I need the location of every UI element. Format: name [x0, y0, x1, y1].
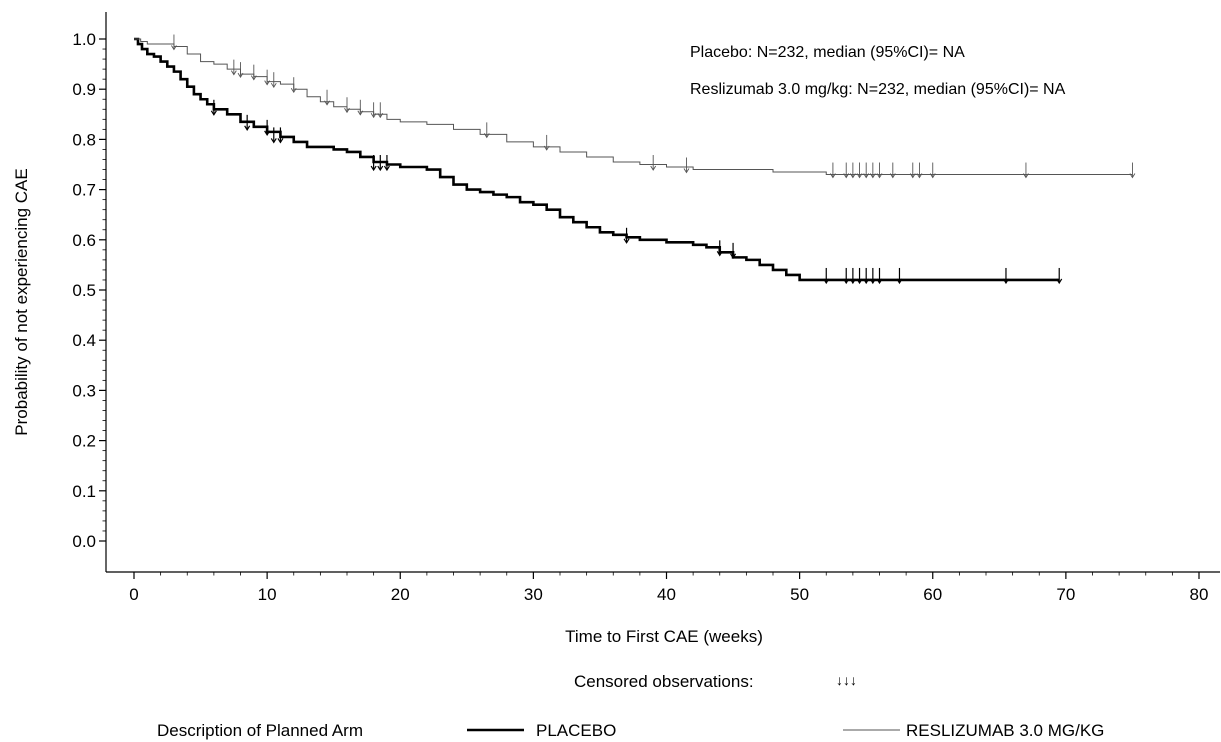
y-axis-title: Probability of not experiencing CAE [12, 168, 31, 435]
censor-mark-placebo [623, 227, 630, 244]
censor-mark-reslizumab-3-0-mg-kg [843, 162, 850, 179]
censor-mark-placebo [383, 155, 390, 172]
censor-mark-reslizumab-3-0-mg-kg [237, 62, 244, 78]
axis-ticks: 0.0 0.1 0.2 0.3 0.4 0.5 0.6 0.7 0.8 0.9 1.0 0 10 20 30… [72, 30, 1208, 604]
censor-mark-reslizumab-3-0-mg-kg [929, 162, 936, 179]
curve-placebo [134, 37, 1060, 282]
legend: Description of Planned Arm PLACEBO RESLI… [157, 721, 1104, 740]
x-tick-label: 0 [129, 585, 138, 604]
censor-mark-reslizumab-3-0-mg-kg [344, 97, 350, 114]
censor-mark-placebo [896, 267, 903, 285]
censor-mark-reslizumab-3-0-mg-kg [869, 162, 876, 179]
censor-mark-placebo [270, 127, 277, 144]
censor-mark-placebo [876, 267, 883, 285]
censor-mark-reslizumab-3-0-mg-kg [250, 64, 257, 81]
censor-mark-reslizumab-3-0-mg-kg [863, 162, 870, 179]
y-tick-label: 0.5 [72, 281, 96, 300]
censor-mark-placebo [244, 114, 251, 131]
x-tick-label: 80 [1190, 585, 1209, 604]
y-tick-label: 0.3 [72, 381, 96, 400]
x-tick-label: 50 [790, 585, 809, 604]
censor-mark-placebo [1056, 267, 1063, 285]
reslizumab-annotation: Reslizumab 3.0 mg/kg: N=232, median (95%… [690, 81, 1066, 98]
censor-mark-reslizumab-3-0-mg-kg [650, 155, 657, 171]
censor-mark-reslizumab-3-0-mg-kg [889, 162, 896, 179]
x-tick-label: 40 [657, 585, 676, 604]
y-tick-label: 1.0 [72, 30, 96, 49]
censor-mark-reslizumab-3-0-mg-kg [370, 102, 377, 119]
censor-mark-reslizumab-3-0-mg-kg [856, 162, 863, 179]
y-tick-label: 0.8 [72, 130, 96, 149]
censor-mark-placebo [843, 267, 850, 285]
censor-mark-placebo [856, 267, 863, 285]
censor-mark-reslizumab-3-0-mg-kg [230, 59, 237, 76]
censor-mark-placebo [210, 99, 217, 116]
censor-mark-reslizumab-3-0-mg-kg [171, 34, 177, 51]
censor-mark-reslizumab-3-0-mg-kg [1129, 162, 1136, 179]
censor-mark-reslizumab-3-0-mg-kg [849, 162, 856, 179]
censor-mark-placebo [277, 127, 284, 144]
censor-mark-reslizumab-3-0-mg-kg [683, 157, 690, 174]
x-tick-label: 20 [391, 585, 410, 604]
y-tick-label: 0.9 [72, 80, 96, 99]
censor-mark-reslizumab-3-0-mg-kg [264, 69, 271, 86]
y-tick-label: 0.1 [72, 482, 96, 501]
censor-mark-reslizumab-3-0-mg-kg [483, 122, 490, 139]
y-tick-label: 0.7 [72, 181, 96, 200]
chart-axes [105, 12, 1220, 573]
x-tick-label: 30 [524, 585, 543, 604]
censor-mark-reslizumab-3-0-mg-kg [357, 99, 364, 116]
y-tick-label: 0.2 [72, 432, 96, 451]
x-tick-label: 10 [258, 585, 277, 604]
censor-mark-reslizumab-3-0-mg-kg [830, 162, 836, 179]
censor-mark-placebo [1002, 267, 1009, 285]
legend-label-reslizumab: RESLIZUMAB 3.0 MG/KG [906, 721, 1104, 740]
x-axis-title: Time to First CAE (weeks) [565, 627, 763, 646]
censor-mark-placebo [264, 119, 271, 137]
censor-mark-placebo [849, 267, 856, 285]
x-tick-label: 70 [1056, 585, 1075, 604]
censor-mark-reslizumab-3-0-mg-kg [909, 162, 916, 179]
y-tick-label: 0.0 [72, 532, 96, 551]
legend-title: Description of Planned Arm [157, 721, 363, 740]
y-tick-label: 0.4 [72, 331, 96, 350]
censor-mark-reslizumab-3-0-mg-kg [270, 72, 277, 89]
censor-mark-reslizumab-3-0-mg-kg [377, 102, 384, 119]
censor-mark-placebo [823, 267, 830, 285]
censor-mark-placebo [869, 267, 876, 285]
legend-label-placebo: PLACEBO [536, 721, 616, 740]
survival-curves [134, 37, 1133, 282]
placebo-annotation: Placebo: N=232, median (95%CI)= NA [690, 44, 965, 61]
censor-marks [171, 34, 1136, 285]
censor-mark-reslizumab-3-0-mg-kg [543, 134, 550, 151]
censor-mark-placebo [370, 155, 377, 172]
curve-reslizumab-3-0-mg-kg [134, 38, 1133, 176]
x-tick-label: 60 [923, 585, 942, 604]
censor-mark-reslizumab-3-0-mg-kg [916, 162, 923, 179]
censor-note-symbol: ↓↓↓ [836, 672, 857, 688]
censor-mark-placebo [377, 155, 384, 172]
censor-note-label: Censored observations: [574, 672, 754, 691]
censor-mark-placebo [716, 240, 723, 257]
censor-mark-reslizumab-3-0-mg-kg [290, 77, 297, 94]
censor-mark-reslizumab-3-0-mg-kg [1023, 162, 1029, 179]
y-tick-label: 0.6 [72, 231, 96, 250]
censor-mark-reslizumab-3-0-mg-kg [876, 162, 883, 179]
censor-mark-placebo [863, 267, 870, 285]
censor-mark-placebo [730, 242, 737, 259]
censor-mark-reslizumab-3-0-mg-kg [324, 89, 330, 106]
